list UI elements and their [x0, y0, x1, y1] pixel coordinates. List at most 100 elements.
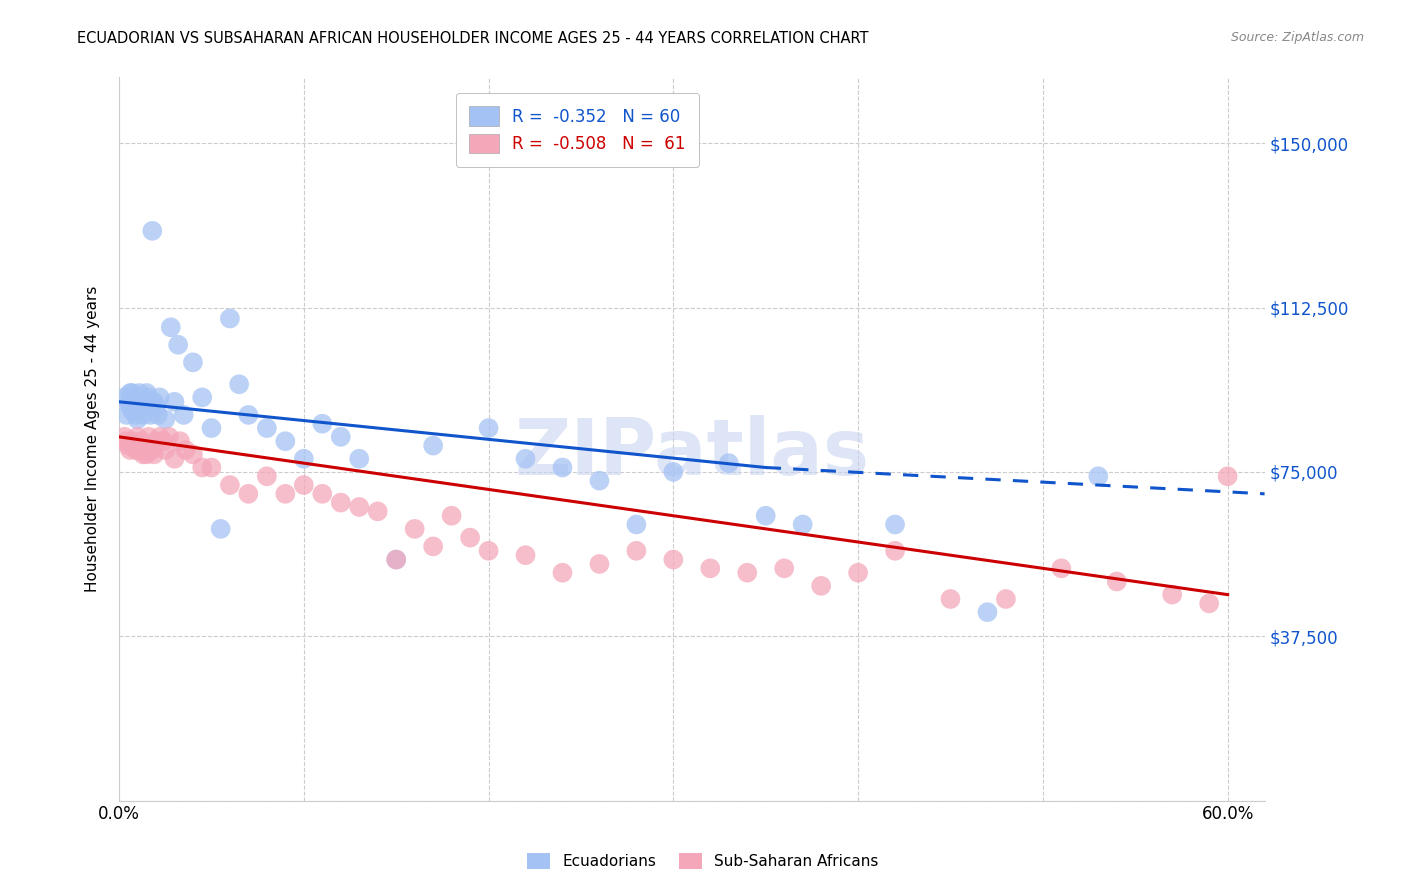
Point — [169, 434, 191, 449]
Point — [422, 540, 444, 554]
Point — [163, 451, 186, 466]
Point — [349, 500, 371, 514]
Point — [135, 399, 157, 413]
Point — [1216, 469, 1239, 483]
Point — [124, 442, 146, 457]
Point — [515, 451, 537, 466]
Point — [157, 430, 180, 444]
Point — [274, 487, 297, 501]
Legend: Ecuadorians, Sub-Saharan Africans: Ecuadorians, Sub-Saharan Africans — [522, 847, 884, 875]
Point — [551, 566, 574, 580]
Point — [127, 412, 149, 426]
Point — [846, 566, 869, 580]
Point — [191, 460, 214, 475]
Point — [1198, 596, 1220, 610]
Point — [626, 543, 648, 558]
Point — [181, 447, 204, 461]
Y-axis label: Householder Income Ages 25 - 44 years: Householder Income Ages 25 - 44 years — [86, 285, 100, 592]
Point — [329, 495, 352, 509]
Point — [385, 552, 408, 566]
Point — [138, 391, 160, 405]
Point — [115, 434, 138, 449]
Point — [717, 456, 740, 470]
Point — [385, 552, 408, 566]
Point — [121, 434, 143, 449]
Point — [135, 447, 157, 461]
Point — [117, 394, 139, 409]
Point — [124, 391, 146, 405]
Point — [292, 451, 315, 466]
Text: Source: ZipAtlas.com: Source: ZipAtlas.com — [1230, 31, 1364, 45]
Point — [976, 605, 998, 619]
Point — [155, 442, 177, 457]
Point — [149, 430, 172, 444]
Point — [141, 442, 163, 457]
Point — [884, 543, 907, 558]
Point — [1105, 574, 1128, 589]
Point — [422, 439, 444, 453]
Point — [120, 386, 142, 401]
Point — [1161, 588, 1184, 602]
Point — [209, 522, 232, 536]
Point — [200, 460, 222, 475]
Point — [939, 592, 962, 607]
Point — [181, 355, 204, 369]
Point — [477, 543, 499, 558]
Point — [159, 320, 181, 334]
Point — [735, 566, 758, 580]
Point — [138, 430, 160, 444]
Point — [146, 408, 169, 422]
Point — [662, 465, 685, 479]
Point — [129, 434, 152, 449]
Point — [810, 579, 832, 593]
Point — [773, 561, 796, 575]
Point — [167, 338, 190, 352]
Point — [792, 517, 814, 532]
Point — [367, 504, 389, 518]
Point — [219, 478, 242, 492]
Point — [122, 394, 145, 409]
Point — [114, 391, 136, 405]
Point — [121, 403, 143, 417]
Point — [120, 399, 142, 413]
Point — [143, 394, 166, 409]
Point — [329, 430, 352, 444]
Point — [349, 451, 371, 466]
Text: ZIPatlas: ZIPatlas — [515, 416, 869, 491]
Legend: R =  -0.352   N = 60, R =  -0.508   N =  61: R = -0.352 N = 60, R = -0.508 N = 61 — [456, 93, 699, 167]
Point — [163, 394, 186, 409]
Text: ECUADORIAN VS SUBSAHARAN AFRICAN HOUSEHOLDER INCOME AGES 25 - 44 YEARS CORRELATI: ECUADORIAN VS SUBSAHARAN AFRICAN HOUSEHO… — [77, 31, 869, 46]
Point — [219, 311, 242, 326]
Point — [128, 403, 150, 417]
Point — [404, 522, 426, 536]
Point — [228, 377, 250, 392]
Point — [143, 447, 166, 461]
Point — [440, 508, 463, 523]
Point — [122, 439, 145, 453]
Point — [256, 469, 278, 483]
Point — [117, 439, 139, 453]
Point — [662, 552, 685, 566]
Point — [238, 408, 260, 422]
Point — [132, 408, 155, 422]
Point — [121, 386, 143, 401]
Point — [134, 394, 156, 409]
Point — [588, 474, 610, 488]
Point — [120, 442, 142, 457]
Point — [135, 386, 157, 401]
Point — [128, 442, 150, 457]
Point — [755, 508, 778, 523]
Point — [477, 421, 499, 435]
Point — [145, 434, 167, 449]
Point — [626, 517, 648, 532]
Point — [155, 412, 177, 426]
Point — [139, 442, 162, 457]
Point — [994, 592, 1017, 607]
Point — [515, 548, 537, 562]
Point — [145, 399, 167, 413]
Point — [292, 478, 315, 492]
Point — [122, 399, 145, 413]
Point — [174, 442, 197, 457]
Point — [129, 391, 152, 405]
Point — [1087, 469, 1109, 483]
